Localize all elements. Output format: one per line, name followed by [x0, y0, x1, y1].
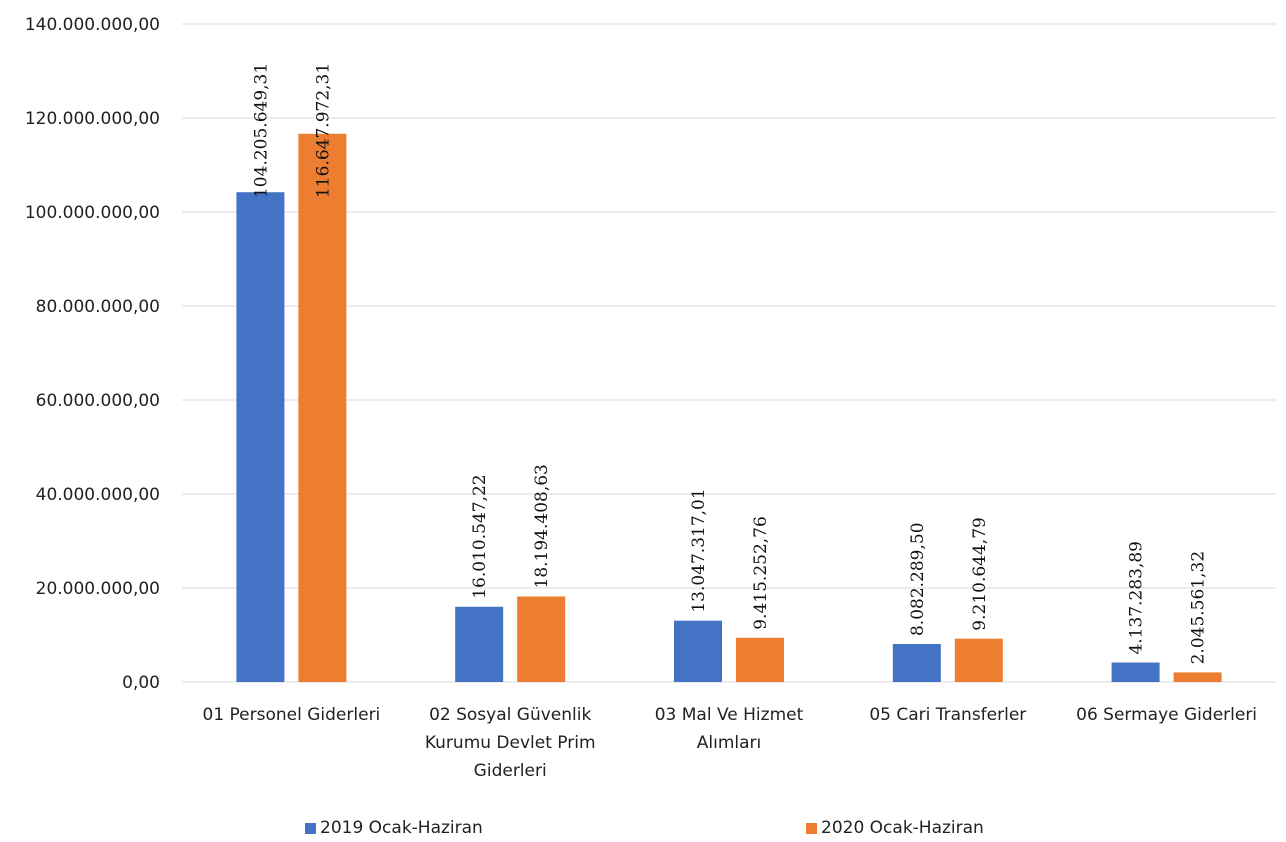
bars: [236, 133, 1222, 683]
x-category-label: Kurumu Devlet Prim: [425, 733, 596, 753]
bar: [1111, 662, 1160, 682]
x-category-label: Giderleri: [474, 761, 547, 781]
bar: [1173, 672, 1222, 682]
data-label: 2.045.561,32: [1189, 551, 1209, 665]
data-label: 18.194.408,63: [532, 464, 552, 588]
bar: [892, 644, 941, 682]
bar: [954, 638, 1003, 682]
x-category-label: Alımları: [697, 733, 762, 753]
y-tick-label: 80.000.000,00: [36, 297, 160, 317]
bar: [298, 133, 347, 683]
x-category-label: 06 Sermaye Giderleri: [1076, 705, 1257, 725]
bar: [517, 596, 566, 682]
legend-swatch-2020: [806, 822, 817, 834]
x-category-label: 05 Cari Transferler: [869, 705, 1026, 725]
data-label: 13.047.317,01: [689, 488, 709, 612]
data-label: 9.415.252,76: [751, 516, 771, 630]
grid-lines: [182, 23, 1276, 683]
bar: [455, 606, 504, 682]
y-tick-label: 140.000.000,00: [25, 15, 160, 35]
data-labels: 104.205.649,31 116.647.972,31 16.010.547,2…: [251, 63, 1208, 665]
bar: [674, 620, 722, 682]
legend-label-2020: 2020 Ocak-Haziran: [821, 818, 984, 838]
data-label: 9.210.644,79: [970, 517, 990, 631]
legend-label-2019: 2019 Ocak-Haziran: [320, 818, 483, 838]
y-tick-label: 40.000.000,00: [36, 485, 160, 505]
legend-item-2020: 2020 Ocak-Haziran: [806, 818, 984, 838]
y-tick-label: 60.000.000,00: [36, 391, 160, 411]
y-axis-ticks: 0,00 20.000.000,00 40.000.000,00 60.000.000…: [25, 15, 160, 693]
y-tick-label: 120.000.000,00: [25, 109, 160, 129]
x-category-label: 02 Sosyal Güvenlik: [429, 705, 591, 725]
x-category-label: 01 Personel Giderleri: [203, 705, 381, 725]
x-category-label: 03 Mal Ve Hizmet: [655, 705, 804, 725]
data-label: 104.205.649,31: [251, 63, 271, 198]
data-label: 8.082.289,50: [908, 522, 928, 636]
y-tick-label: 20.000.000,00: [36, 579, 160, 599]
data-label: 16.010.547,22: [470, 474, 490, 598]
bar: [236, 192, 285, 682]
bar: [736, 637, 784, 682]
y-tick-label: 0,00: [122, 673, 160, 693]
legend-item-2019: 2019 Ocak-Haziran: [305, 818, 483, 838]
y-tick-label: 100.000.000,00: [25, 203, 160, 223]
legend-swatch-2019: [305, 822, 316, 834]
data-label: 116.647.972,31: [313, 63, 333, 198]
x-axis-categories: 01 Personel Giderleri 02 Sosyal Güvenlik K…: [203, 705, 1258, 781]
legend: 2019 Ocak-Haziran 2020 Ocak-Haziran: [0, 818, 1286, 842]
data-label: 4.137.283,89: [1127, 541, 1147, 655]
